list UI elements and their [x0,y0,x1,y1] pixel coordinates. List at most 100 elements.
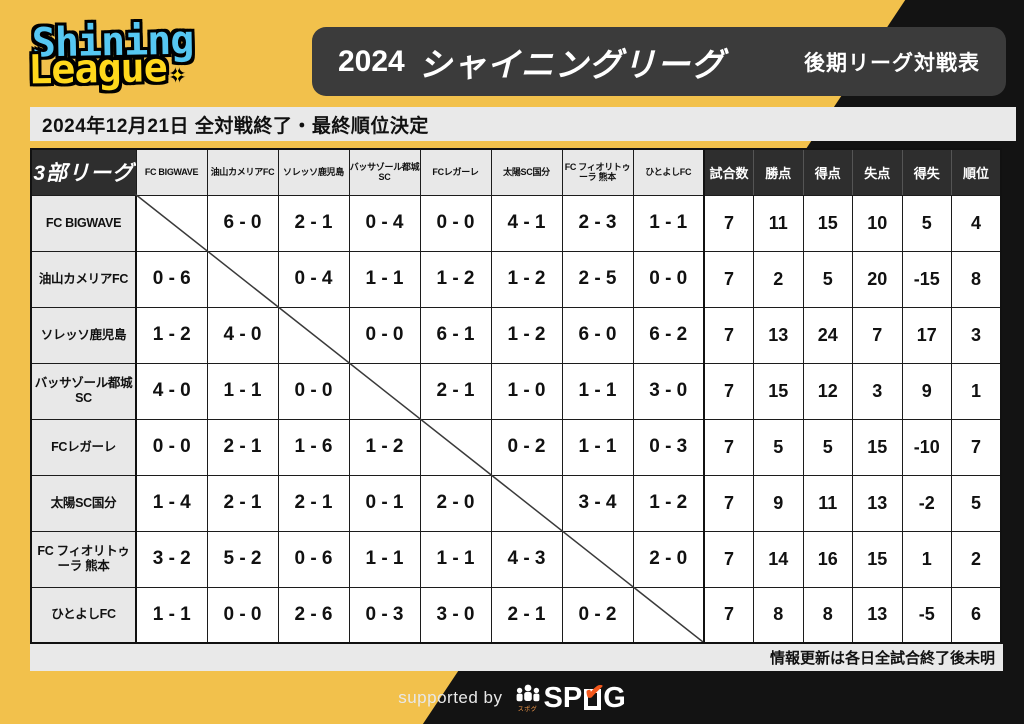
stat-cell: 1 [901,530,952,588]
stat-cell: 11 [802,474,853,532]
self-match-cell [206,250,279,308]
self-match-cell [561,530,634,588]
stat-column-header: 得点 [802,148,853,196]
stat-cell: 9 [753,474,804,532]
stat-cell: 7 [703,194,754,252]
stat-column-header: 勝点 [753,148,804,196]
score-cell: 6 - 0 [561,306,634,364]
score-cell: 1 - 1 [419,530,492,588]
score-cell: 2 - 0 [632,530,705,588]
self-match-cell [348,362,421,420]
score-cell: 0 - 0 [277,362,350,420]
stat-cell: 7 [703,306,754,364]
stat-cell: 5 [901,194,952,252]
team-column-header: FC BIGWAVE [135,148,208,196]
stat-column-header: 失点 [852,148,903,196]
score-cell: 2 - 0 [419,474,492,532]
title-bar: 2024 シャイニングリーグ 後期リーグ対戦表 [312,27,1006,96]
stat-column-header: 順位 [951,148,1002,196]
stat-cell: 15 [753,362,804,420]
score-cell: 1 - 1 [561,362,634,420]
stat-cell: 5 [802,418,853,476]
score-cell: 2 - 6 [277,586,350,644]
stat-cell: 7 [703,586,754,644]
score-cell: 1 - 2 [348,418,421,476]
results-table: 3部リーグ FC BIGWAVE 油山カメリアFC ソレッソ鹿児島 バッサゾール都城SC… [30,148,1002,644]
spog-check-icon: ✔ [582,677,606,707]
team-column-header: 太陽SC国分 [490,148,563,196]
team-row-header: FC フィオリトゥーラ 熊本 [30,530,137,588]
score-cell: 0 - 2 [561,586,634,644]
score-cell: 1 - 1 [632,194,705,252]
stat-cell: 2 [753,250,804,308]
team-row-header: バッサゾール都城SC [30,362,137,420]
score-cell: 6 - 0 [206,194,279,252]
spog-logo-subtext: スポグ [517,706,538,713]
stat-cell: 3 [852,362,903,420]
stat-cell: 7 [703,418,754,476]
update-note: 情報更新は各日全試合終了後未明 [30,644,1003,671]
shining-league-logo: Shining League ✦ [27,18,194,94]
score-cell: 2 - 3 [561,194,634,252]
stat-cell: -5 [901,586,952,644]
score-cell: 1 - 1 [348,250,421,308]
score-cell: 4 - 1 [490,194,563,252]
stat-column-header: 試合数 [703,148,754,196]
supported-by-label: supported by [398,688,503,707]
score-cell: 0 - 3 [348,586,421,644]
score-cell: 2 - 1 [206,474,279,532]
title-left: 2024 シャイニングリーグ [338,38,725,86]
stat-cell: 15 [852,530,903,588]
score-cell: 0 - 2 [490,418,563,476]
team-column-header: 油山カメリアFC [206,148,279,196]
score-cell: 1 - 6 [277,418,350,476]
score-cell: 3 - 0 [419,586,492,644]
score-cell: 0 - 6 [135,250,208,308]
team-column-header: FC フィオリトゥーラ 熊本 [561,148,634,196]
stat-cell: 15 [852,418,903,476]
footer: supported by スポグ SP ✔ [0,676,1024,720]
self-match-cell [277,306,350,364]
stat-cell: 9 [901,362,952,420]
score-cell: 1 - 1 [206,362,279,420]
stat-cell: 7 [703,530,754,588]
self-match-cell [419,418,492,476]
score-cell: 3 - 2 [135,530,208,588]
stat-cell: 16 [802,530,853,588]
title-league-name: シャイニングリーグ [418,45,725,83]
score-cell: 4 - 3 [490,530,563,588]
team-row-header: FC BIGWAVE [30,194,137,252]
logo-text-league: League ✦ [27,45,184,94]
score-cell: 0 - 0 [419,194,492,252]
score-cell: 1 - 2 [419,250,492,308]
stat-cell: 4 [951,194,1002,252]
score-cell: 2 - 1 [206,418,279,476]
team-column-header: ひとよしFC [632,148,705,196]
score-cell: 1 - 4 [135,474,208,532]
stat-cell: 7 [703,362,754,420]
score-cell: 1 - 0 [490,362,563,420]
score-cell: 1 - 2 [490,250,563,308]
stat-cell: -10 [901,418,952,476]
score-cell: 3 - 0 [632,362,705,420]
stat-cell: 3 [951,306,1002,364]
team-row-header: FCレガーレ [30,418,137,476]
stat-cell: 7 [852,306,903,364]
stat-cell: 15 [802,194,853,252]
score-cell: 0 - 4 [277,250,350,308]
score-cell: 1 - 2 [632,474,705,532]
stat-cell: 5 [802,250,853,308]
score-cell: 6 - 2 [632,306,705,364]
score-cell: 1 - 1 [348,530,421,588]
team-row-header: ソレッソ鹿児島 [30,306,137,364]
score-cell: 2 - 1 [277,474,350,532]
spog-logo-text: SP ✔ G [543,677,626,714]
score-cell: 4 - 0 [135,362,208,420]
score-cell: 2 - 1 [419,362,492,420]
